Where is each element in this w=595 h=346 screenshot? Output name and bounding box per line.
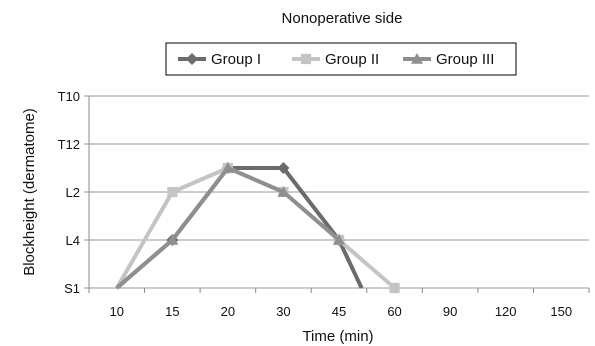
x-tick-label: 20	[221, 304, 235, 319]
x-tick-label: 45	[332, 304, 346, 319]
legend-marker	[186, 53, 198, 65]
legend-entry: Group II	[292, 51, 379, 68]
x-tick-label: 15	[165, 304, 179, 319]
y-tick-label: T12	[58, 137, 80, 152]
legend-entry: Group I	[178, 51, 261, 68]
y-tick-label: T10	[58, 89, 80, 104]
data-point	[166, 234, 179, 245]
legend-box	[165, 42, 517, 76]
y-axis-title: Blockheight (dermatome)	[21, 108, 38, 276]
data-point	[277, 186, 290, 197]
series-layer	[115, 162, 400, 294]
data-point	[389, 282, 400, 294]
legend: Group I Group II Group III	[178, 51, 494, 68]
legend-label: Group I	[211, 51, 261, 68]
legend-marker	[300, 53, 312, 65]
x-tick-label: 10	[110, 304, 124, 319]
legend-label: Group II	[325, 51, 379, 68]
x-tick-label: 150	[550, 304, 572, 319]
gridlines	[84, 95, 589, 289]
data-point	[277, 162, 290, 174]
legend-label: Group III	[436, 51, 494, 68]
y-axis-ticks: T10 T12 L2 L4 S1	[58, 89, 80, 296]
x-tick-label: 120	[495, 304, 517, 319]
x-axis-title: Time (min)	[302, 328, 373, 345]
legend-entry: Group III	[403, 51, 494, 68]
data-point	[167, 186, 178, 198]
series-3	[115, 162, 345, 290]
y-tick-label: L2	[66, 185, 80, 200]
chart-title: Nonoperative side	[282, 10, 403, 27]
legend-marker	[411, 53, 423, 64]
data-point	[333, 234, 345, 245]
x-tick-label: 30	[276, 304, 290, 319]
x-axis-ticks: 10 15 20 30 45 60 90 120 150	[88, 288, 590, 319]
y-tick-label: S1	[64, 281, 80, 296]
data-point	[221, 162, 234, 173]
x-tick-label: 60	[387, 304, 401, 319]
y-tick-label: L4	[66, 233, 80, 248]
x-tick-label: 90	[443, 304, 457, 319]
